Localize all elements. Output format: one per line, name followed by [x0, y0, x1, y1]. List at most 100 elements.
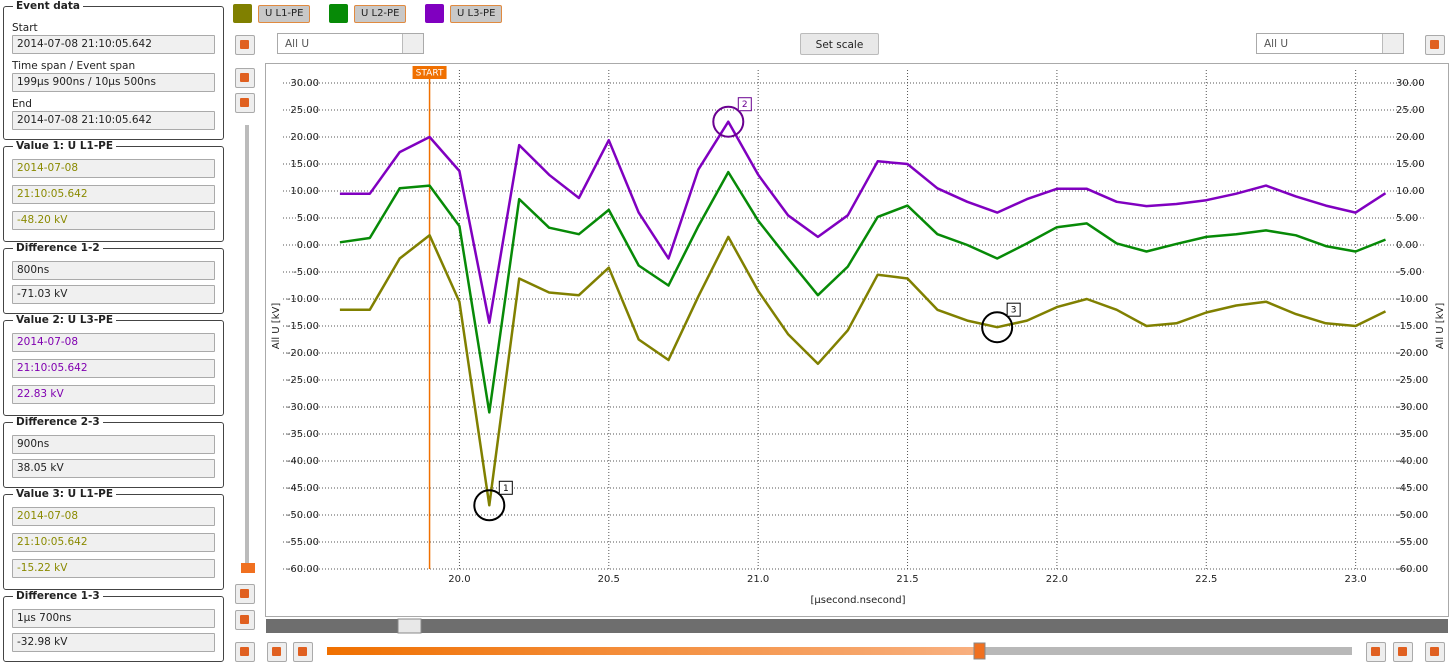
y2-tick-label: -50.00 — [1396, 510, 1428, 521]
group-title: Value 1: U L1-PE — [13, 140, 117, 152]
y-tick-label: -35.00 — [287, 429, 319, 440]
group-title: Value 2: U L3-PE — [13, 314, 117, 326]
field-value: 21:10:05.642 — [12, 185, 215, 204]
y-tick-label: 25.00 — [290, 105, 319, 116]
y-tick-label: -60.00 — [287, 564, 319, 575]
tool-icon[interactable] — [235, 35, 255, 55]
y2-tick-label: 20.00 — [1396, 132, 1425, 143]
left-select[interactable]: All U — [277, 33, 424, 54]
scroll-thumb[interactable] — [397, 618, 422, 634]
tool-icon[interactable] — [235, 610, 255, 630]
range-bar-rest[interactable] — [980, 647, 1352, 655]
field-value: 38.05 kV — [12, 459, 215, 478]
y2-tick-label: 15.00 — [1396, 159, 1425, 170]
info-group: Difference 1-2 800ns -71.03 kV — [3, 242, 224, 314]
x-tick-label: 22.0 — [1046, 574, 1068, 585]
chart-frame — [265, 63, 1449, 617]
legend-label: U L1-PE — [258, 5, 311, 23]
marker-label: 1 — [503, 484, 509, 494]
info-group: Value 1: U L1-PE 2014-07-08 21:10:05.642 -4… — [3, 140, 224, 242]
y-tick-label: -10.00 — [287, 294, 319, 305]
y-tick-label: -20.00 — [287, 348, 319, 359]
zoom-in[interactable] — [235, 93, 255, 113]
tool-icon[interactable] — [267, 642, 287, 662]
zoom-out[interactable] — [293, 642, 313, 662]
y2-tick-label: 30.00 — [1396, 78, 1425, 89]
legend-swatch — [233, 4, 252, 23]
y-tick-label: -50.00 — [287, 510, 319, 521]
legend-label: U L3-PE — [450, 5, 503, 23]
field-value: 2014-07-08 — [12, 333, 215, 352]
marker-label: 2 — [742, 100, 748, 110]
field-value: -32.98 kV — [12, 633, 215, 652]
range-bar[interactable] — [327, 647, 980, 655]
legend-swatch — [425, 4, 444, 23]
y2-tick-label: -35.00 — [1396, 429, 1428, 440]
y-tick-label: -5.00 — [293, 267, 319, 278]
info-group: Value 3: U L1-PE 2014-07-08 21:10:05.642 -1… — [3, 488, 224, 590]
cursor-marker — [712, 105, 745, 138]
field-value: -15.22 kV — [12, 559, 215, 578]
y-axis-title: All U [kV] — [271, 303, 282, 350]
y2-tick-label: -40.00 — [1396, 456, 1428, 467]
x-tick-label: 20.0 — [448, 574, 470, 585]
event-panel: Event data Start 2014-07-08 21:10:05.642 Ti… — [3, 0, 224, 662]
y-tick-label: -15.00 — [287, 321, 319, 332]
y2-axis-title: All U [kV] — [1435, 303, 1446, 350]
tool-icon[interactable] — [1425, 642, 1445, 662]
x-tick-label: 22.5 — [1195, 574, 1217, 585]
x-tick-label: 21.5 — [896, 574, 918, 585]
field-value: 2014-07-08 — [12, 159, 215, 178]
y-tick-label: -45.00 — [287, 483, 319, 494]
zoom-in[interactable] — [1366, 642, 1386, 662]
field-value: 22.83 kV — [12, 385, 215, 404]
field-value: 900ns — [12, 435, 215, 454]
series-line — [339, 120, 1387, 325]
tool-icon[interactable] — [235, 68, 255, 88]
cursor-marker — [981, 311, 1014, 344]
tool-icon[interactable] — [235, 642, 255, 662]
range-thumb[interactable] — [973, 642, 986, 660]
info-group: Value 2: U L3-PE 2014-07-08 21:10:05.642 22… — [3, 314, 224, 416]
tool-icon[interactable] — [1393, 642, 1413, 662]
group-title: Event data — [13, 0, 83, 12]
y-tick-label: -55.00 — [287, 537, 319, 548]
x-tick-label: 23.0 — [1345, 574, 1367, 585]
series-line — [339, 234, 1387, 507]
field-value: 800ns — [12, 261, 215, 280]
zoom-out[interactable] — [235, 584, 255, 604]
cursor-marker — [473, 489, 506, 522]
field-value: -71.03 kV — [12, 285, 215, 304]
series-line — [339, 170, 1386, 414]
field-value: 2014-07-08 21:10:05.642 — [12, 35, 215, 54]
y2-tick-label: 0.00 — [1396, 240, 1418, 251]
field-value: 2014-07-08 — [12, 507, 215, 526]
y2-tick-label: -20.00 — [1396, 348, 1428, 359]
y-tick-label: 10.00 — [290, 186, 319, 197]
y2-tick-label: -25.00 — [1396, 375, 1428, 386]
marker-tag — [1006, 302, 1021, 317]
set-scale-button[interactable]: Set scale — [800, 33, 879, 55]
x-axis-title: [µsecond.nsecond] — [810, 595, 905, 606]
right-select[interactable]: All U — [1256, 33, 1404, 54]
slider-thumb[interactable] — [241, 563, 255, 573]
y-tick-label: 20.00 — [290, 132, 319, 143]
field-label: Time span / Event span — [12, 60, 136, 72]
group-title: Difference 2-3 — [13, 416, 103, 428]
group-title: Difference 1-2 — [13, 242, 103, 254]
marker-tag — [737, 97, 752, 112]
start-label: START — [416, 69, 444, 79]
x-tick-label: 20.5 — [598, 574, 620, 585]
y2-tick-label: 25.00 — [1396, 105, 1425, 116]
field-value: 21:10:05.642 — [12, 359, 215, 378]
tool-icon[interactable] — [1425, 35, 1445, 55]
field-label: End — [12, 98, 32, 110]
field-value: 1µs 700ns — [12, 609, 215, 628]
y2-tick-label: 5.00 — [1396, 213, 1418, 224]
marker-label: 3 — [1011, 306, 1017, 316]
field-value: -48.20 kV — [12, 211, 215, 230]
scrollbar[interactable] — [266, 619, 1448, 633]
legend-label: U L2-PE — [354, 5, 407, 23]
info-group: Difference 1-3 1µs 700ns -32.98 kV — [3, 590, 224, 662]
